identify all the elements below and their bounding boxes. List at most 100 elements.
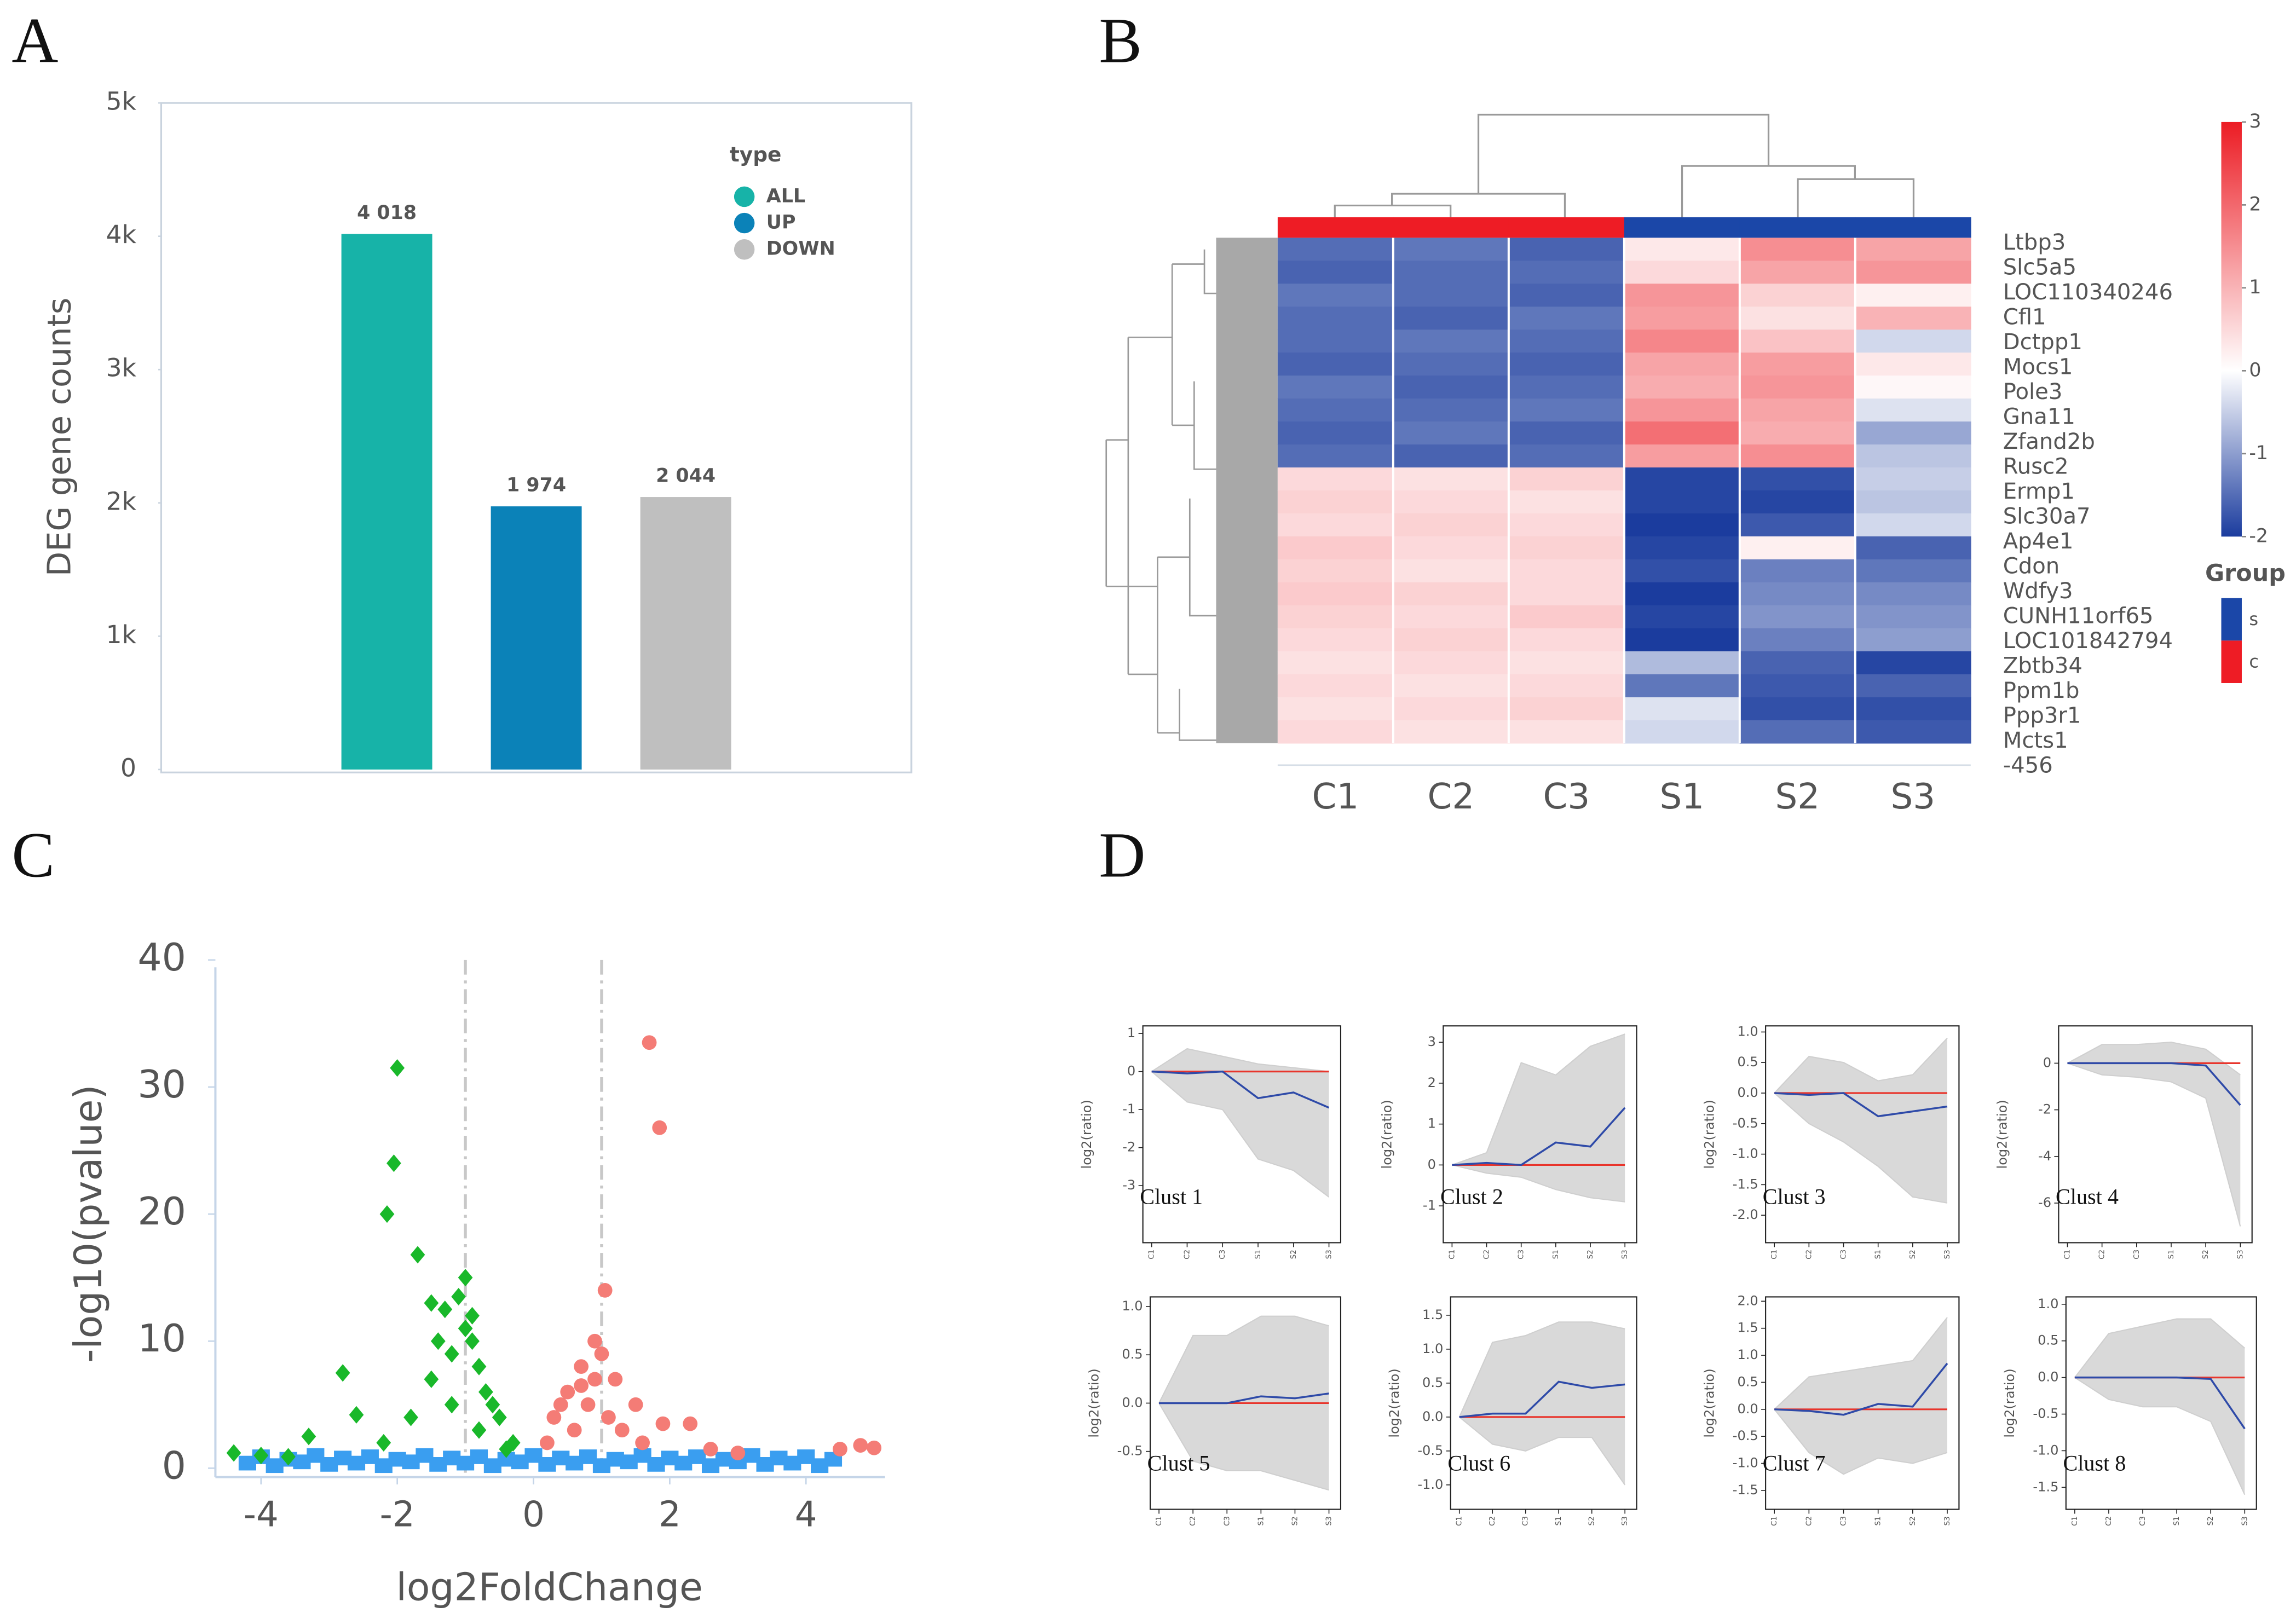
point	[833, 1442, 847, 1457]
heatmap-cell	[1624, 352, 1740, 376]
x-tick-label: S2	[1909, 1250, 1917, 1259]
heatmap-cell	[1739, 352, 1856, 376]
heatmap-cell	[1624, 651, 1740, 675]
y-tick-label: 40	[137, 935, 186, 980]
point	[376, 1434, 391, 1452]
x-tick-label: S3	[1325, 1516, 1334, 1525]
y-tick-label: 2.0	[1737, 1293, 1758, 1308]
heatmap-cell	[1739, 674, 1856, 698]
cluster-title: Clust 5	[1147, 1450, 1210, 1475]
point	[594, 1346, 609, 1361]
legend-label: c	[2249, 651, 2259, 672]
y-tick-label: -0.5	[1117, 1443, 1143, 1459]
column-label: S1	[1660, 776, 1705, 817]
heatmap-cell	[1508, 398, 1625, 422]
y-tick-label: -1.0	[1733, 1455, 1758, 1471]
legend-swatch	[734, 239, 755, 260]
y-tick-label: 2k	[106, 487, 137, 516]
y-tick-label: 0	[120, 753, 136, 782]
x-tick-label: 4	[795, 1494, 817, 1535]
profile-line	[1459, 1417, 1626, 1486]
heatmap-cell	[1508, 284, 1625, 308]
y-tick-label: -6	[2038, 1195, 2051, 1210]
y-axis-label: log2(ratio)	[1701, 1100, 1717, 1169]
y-tick-label: -2	[2038, 1102, 2051, 1117]
x-tick-label: S2	[1587, 1250, 1595, 1259]
x-tick-label: S1	[1555, 1516, 1563, 1525]
plot-frame	[160, 102, 913, 773]
y-axis-label: log2(ratio)	[1701, 1368, 1717, 1437]
value-label: 4 018	[357, 202, 417, 224]
heatmap-cell	[1393, 651, 1509, 675]
legend-title: Group	[2205, 559, 2286, 587]
row-label: Wdfy3	[2003, 579, 2073, 604]
x-tick-label: C3	[1840, 1516, 1848, 1526]
heatmap-cell	[1739, 307, 1856, 331]
y-tick-label: 30	[137, 1062, 186, 1107]
heatmap-cell	[1277, 375, 1394, 399]
y-tick-label: 0.5	[1122, 1346, 1143, 1362]
heatmap-cell	[1508, 628, 1625, 652]
colorbar-label: -2	[2249, 525, 2268, 547]
heatmap-cell	[1277, 674, 1394, 698]
heatmap-cell	[1393, 352, 1509, 376]
heatmap-cell	[1739, 261, 1856, 285]
point	[403, 1408, 418, 1426]
x-tick-label: S2	[2207, 1516, 2215, 1525]
point	[226, 1444, 241, 1462]
row-label: CUNH11orf65	[2003, 604, 2154, 629]
plot-frame	[1142, 1025, 1342, 1244]
heatmap-cell	[1393, 720, 1509, 744]
heatmap-cell	[1855, 559, 1971, 583]
y-tick-label: 0.0	[1122, 1395, 1143, 1410]
column-label: S3	[1891, 776, 1936, 817]
cluster-title: Clust 6	[1447, 1450, 1510, 1475]
heatmap-cell	[1508, 651, 1625, 675]
panel-label: B	[1099, 5, 1142, 76]
x-tick-label: S3	[1325, 1250, 1334, 1259]
point	[471, 1357, 487, 1376]
heatmap-cell	[1393, 398, 1509, 422]
x-tick-label: 2	[659, 1494, 681, 1535]
point	[546, 1410, 562, 1425]
row-label: Slc5a5	[2003, 255, 2076, 280]
y-tick-label: -1.0	[1417, 1477, 1443, 1492]
heatmap-cell	[1277, 582, 1394, 606]
heatmap-cell	[1855, 651, 1971, 675]
y-tick-label: -1.5	[1733, 1176, 1758, 1192]
heatmap-cell	[1739, 238, 1856, 262]
x-tick-label: C1	[2071, 1516, 2079, 1526]
profile-line	[2074, 1377, 2246, 1495]
heatmap-cell	[1855, 605, 1971, 629]
column-label: S2	[1775, 776, 1820, 817]
heatmap-cell	[1624, 559, 1740, 583]
y-tick-label: 0.0	[1422, 1409, 1443, 1424]
point	[379, 1205, 395, 1223]
row-label: Zfand2b	[2003, 429, 2095, 454]
point	[553, 1397, 568, 1412]
heatmap-cell	[1508, 330, 1625, 353]
heatmap-cell	[1739, 490, 1856, 514]
heatmap-cell	[1739, 605, 1856, 629]
heatmap-cell	[1277, 421, 1394, 445]
x-tick-label: C2	[1805, 1516, 1813, 1526]
bar	[640, 497, 731, 770]
legend-swatch	[2221, 598, 2242, 641]
heatmap-cell	[1393, 582, 1509, 606]
x-tick-label: C1	[1770, 1516, 1779, 1526]
heatmap-cell	[1624, 720, 1740, 744]
y-tick-label: 1.5	[1737, 1320, 1758, 1336]
group-bar	[1508, 217, 1625, 238]
heatmap-cell	[1508, 536, 1625, 560]
profile-line	[1452, 1033, 1625, 1166]
x-tick-label: S3	[2236, 1250, 2245, 1259]
heatmap-cell	[1739, 628, 1856, 652]
heatmap-cell	[1508, 375, 1625, 399]
heatmap-cell	[1393, 261, 1509, 285]
heatmap-cell	[1855, 352, 1971, 376]
row-label: Mcts1	[2003, 728, 2068, 753]
point	[601, 1410, 616, 1425]
heatmap-cell	[1739, 375, 1856, 399]
heatmap-cell	[1739, 582, 1856, 606]
heatmap-cell	[1855, 674, 1971, 698]
